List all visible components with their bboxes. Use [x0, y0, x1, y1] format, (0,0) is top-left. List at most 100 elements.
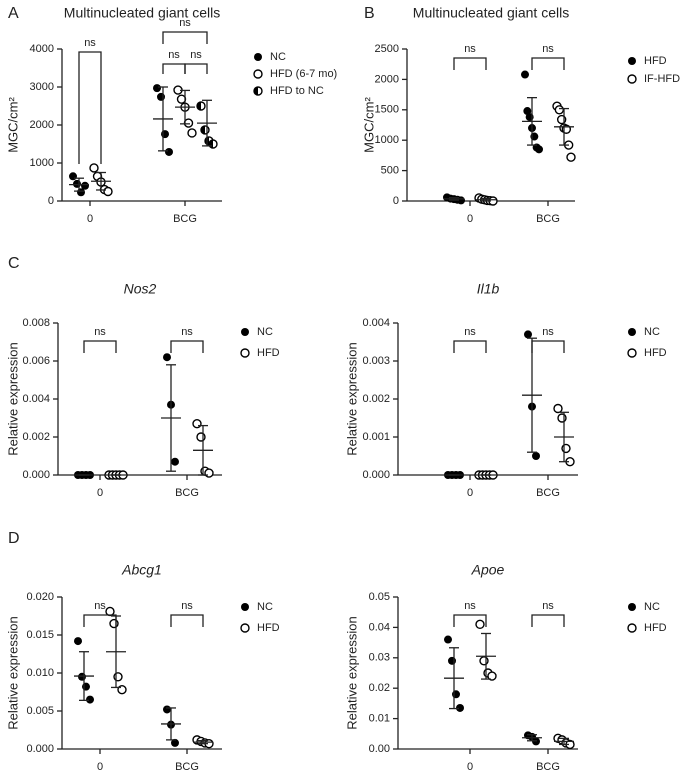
y-tick-label: 0.020 — [26, 591, 54, 603]
y-tick-label: 0.03 — [369, 652, 390, 664]
data-point — [163, 705, 171, 714]
y-tick-label: 1000 — [30, 157, 54, 169]
y-tick-label: 1000 — [375, 134, 399, 146]
data-point — [105, 606, 115, 617]
legend-marker — [627, 74, 637, 84]
data-point — [153, 84, 161, 93]
legend-label: NC — [644, 601, 660, 613]
data-point-half — [201, 125, 205, 134]
significance-bracket — [162, 63, 186, 74]
y-tick-label: 0 — [48, 195, 54, 207]
data-point — [535, 145, 543, 154]
x-tick-label: 0 — [467, 761, 473, 771]
y-tick-label: 0.008 — [22, 317, 50, 329]
data-point — [479, 656, 489, 666]
x-tick-label: BCG — [175, 761, 199, 771]
x-tick-label: 0 — [97, 761, 103, 771]
x-tick-label: 0 — [467, 213, 473, 225]
data-point — [109, 618, 119, 629]
y-axis-label: Relative expression — [5, 616, 20, 729]
panel-label: D — [8, 530, 20, 547]
y-tick-label: 0.000 — [362, 469, 390, 481]
data-point — [192, 419, 202, 429]
legend-label: NC — [270, 51, 286, 63]
legend-marker — [627, 348, 637, 358]
significance-label: ns — [542, 600, 554, 612]
significance-bracket — [170, 340, 204, 353]
data-point — [444, 635, 452, 644]
y-axis-label: MGC/cm² — [361, 97, 376, 153]
y-tick-label: 0.002 — [362, 393, 390, 405]
legend-marker — [628, 328, 636, 336]
data-point — [78, 672, 86, 681]
data-point — [475, 619, 485, 630]
data-point — [487, 671, 497, 681]
y-tick-label: 0.002 — [22, 431, 50, 443]
y-tick-label: 0.02 — [369, 682, 390, 694]
significance-bracket — [170, 614, 204, 627]
x-tick-label: BCG — [536, 487, 560, 499]
legend-marker — [627, 623, 637, 633]
legend-label: NC — [257, 601, 273, 613]
data-point — [561, 443, 571, 454]
data-point — [157, 92, 165, 101]
data-point — [82, 682, 90, 691]
significance-bracket — [83, 614, 117, 627]
x-tick-label: 0 — [87, 213, 93, 225]
legend-label: NC — [257, 326, 273, 338]
x-tick-label: 0 — [97, 487, 103, 499]
significance-bracket — [453, 57, 487, 70]
legend-label: HFD — [257, 622, 280, 634]
data-point — [452, 690, 460, 699]
y-axis-label: MGC/cm² — [5, 97, 20, 153]
y-axis-label: Relative expression — [344, 616, 359, 729]
data-point — [103, 186, 113, 197]
significance-bracket — [83, 340, 117, 353]
data-point — [113, 672, 123, 682]
significance-label: ns — [464, 326, 476, 338]
significance-label: ns — [542, 43, 554, 55]
y-tick-label: 0.000 — [22, 469, 50, 481]
data-point — [176, 94, 187, 104]
significance-label: ns — [181, 600, 193, 612]
legend-label: NC — [644, 326, 660, 338]
data-point — [196, 432, 206, 442]
legend-label: HFD (6-7 mo) — [270, 68, 337, 80]
data-point — [89, 163, 99, 173]
legend-marker — [628, 603, 636, 611]
y-tick-label: 0.015 — [26, 629, 54, 641]
legend-marker-half — [254, 87, 258, 95]
y-tick-label: 0.001 — [362, 431, 390, 443]
significance-label: ns — [181, 326, 193, 338]
y-tick-label: 0.000 — [26, 743, 54, 755]
y-tick-label: 0.004 — [362, 317, 390, 329]
legend-label: HFD to NC — [270, 85, 324, 97]
y-tick-label: 0.04 — [369, 621, 390, 633]
chart-title: Il1b — [477, 281, 500, 297]
significance-label: ns — [84, 37, 96, 49]
legend-marker — [253, 69, 263, 79]
data-point — [557, 413, 567, 423]
legend-label: HFD — [644, 347, 667, 359]
significance-bracket — [162, 31, 208, 44]
y-tick-label: 1500 — [375, 104, 399, 116]
data-point — [74, 637, 82, 646]
significance-bracket — [78, 51, 102, 164]
legend-marker — [628, 57, 636, 65]
significance-label: ns — [94, 326, 106, 338]
y-tick-label: 0.00 — [369, 743, 390, 755]
significance-label: ns — [190, 49, 202, 61]
legend-label: HFD — [644, 622, 667, 634]
chart-title: Nos2 — [124, 281, 157, 297]
chart-title: Multinucleated giant cells — [413, 5, 569, 21]
x-tick-label: BCG — [536, 761, 560, 771]
x-tick-label: BCG — [173, 213, 197, 225]
x-tick-label: 0 — [467, 487, 473, 499]
chart-title: Abcg1 — [121, 562, 162, 578]
data-point — [165, 147, 173, 156]
y-tick-label: 0.005 — [26, 705, 54, 717]
significance-label: ns — [168, 49, 180, 61]
significance-label: ns — [464, 600, 476, 612]
y-tick-label: 0.05 — [369, 591, 390, 603]
